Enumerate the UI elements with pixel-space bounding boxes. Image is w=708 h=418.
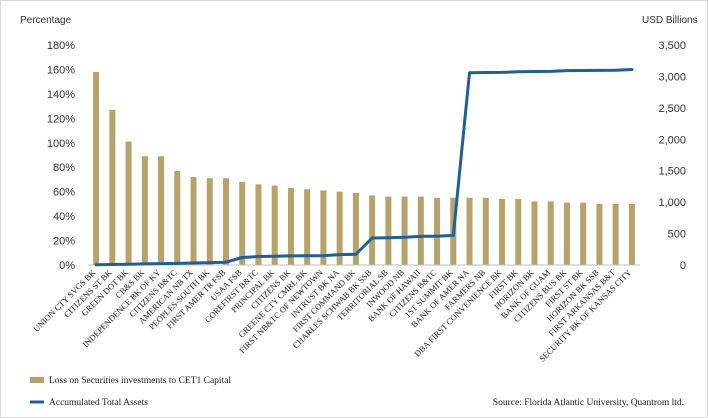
bar: [174, 170, 181, 265]
bar: [547, 201, 554, 265]
legend-swatch-loss: [30, 377, 44, 383]
bar: [255, 184, 262, 265]
bar: [304, 189, 311, 265]
bar: [563, 202, 570, 265]
bar: [158, 156, 165, 265]
right-tick-label: 500: [668, 229, 686, 241]
left-tick-label: 160%: [47, 64, 75, 76]
left-axis-ticks: 0% 20% 40% 60% 80% 100% 120% 140% 160% 180%: [47, 40, 75, 272]
bar: [499, 199, 505, 265]
bar: [320, 190, 327, 265]
left-tick-label: 60%: [53, 187, 75, 199]
right-axis-title: USD Billions: [642, 15, 698, 26]
bar: [417, 196, 424, 265]
bar: [223, 178, 229, 265]
bar: [206, 178, 213, 265]
left-tick-label: 120%: [47, 113, 75, 125]
source-note: Source: Florida Atlantic University, Qua…: [493, 398, 684, 408]
bar: [125, 141, 132, 265]
bar: [93, 71, 100, 265]
bar: [482, 197, 489, 265]
left-axis-title: Percentage: [20, 15, 72, 26]
bar: [628, 203, 635, 265]
right-tick-label: 3,500: [658, 40, 686, 52]
left-tick-label: 180%: [47, 40, 75, 52]
bar: [109, 109, 116, 266]
bar: [352, 192, 359, 265]
right-tick-label: 1,500: [658, 166, 686, 178]
bar: [596, 203, 603, 265]
bar: [580, 202, 587, 265]
right-tick-label: 0: [680, 260, 686, 272]
left-tick-label: 100%: [47, 138, 75, 150]
left-tick-label: 0%: [59, 260, 75, 272]
bar: [401, 196, 408, 265]
bar: [141, 156, 148, 265]
right-tick-label: 2,000: [658, 134, 686, 146]
bar: [271, 185, 278, 265]
left-tick-label: 80%: [53, 162, 75, 174]
legend-label-loss: Loss on Securities investments to CET1 C…: [49, 376, 231, 386]
left-tick-label: 140%: [47, 89, 75, 101]
left-tick-label: 40%: [53, 211, 75, 223]
bar: [336, 191, 343, 265]
bar: [190, 177, 197, 265]
right-tick-label: 3,000: [658, 71, 686, 83]
bar: [239, 181, 246, 265]
bar: [612, 203, 619, 265]
legend-label-assets: Accumulated Total Assets: [49, 398, 148, 408]
right-tick-label: 1,000: [658, 197, 686, 209]
bar: [385, 196, 392, 265]
bar: [434, 197, 441, 265]
total-assets-line: [94, 68, 634, 267]
right-axis-ticks: 0 500 1,000 1,500 2,000 2,500 3,000 3,500: [658, 40, 686, 272]
left-tick-label: 20%: [53, 236, 75, 248]
bar: [531, 201, 538, 265]
bar-series: [93, 71, 635, 266]
category-label: UNION CTY SVGS BK: [31, 267, 98, 334]
right-tick-label: 2,500: [658, 103, 686, 115]
bar: [287, 188, 294, 265]
bar: [466, 197, 473, 265]
bar: [515, 199, 522, 265]
bar: [369, 195, 376, 265]
